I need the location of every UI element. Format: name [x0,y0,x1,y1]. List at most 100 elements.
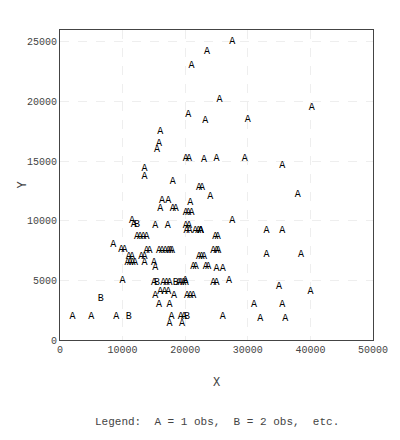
svg-text:A: A [178,311,184,322]
svg-text:10000: 10000 [108,345,138,356]
svg-text:A: A [185,207,191,218]
svg-text:A: A [264,225,270,236]
svg-text:A: A [171,290,177,301]
svg-text:A: A [183,225,189,236]
svg-text:B: B [173,277,179,288]
svg-text:A: A [184,290,190,301]
svg-text:A: A [186,153,192,164]
svg-text:A: A [198,225,204,236]
svg-text:A: A [127,257,133,268]
svg-text:A: A [215,245,221,256]
svg-text:A: A [170,176,176,187]
svg-text:A: A [70,311,76,322]
svg-text:A: A [210,245,216,256]
svg-text:A: A [196,251,202,262]
svg-text:A: A [165,220,171,231]
svg-text:A: A [157,286,163,297]
svg-text:A: A [159,195,165,206]
svg-text:A: A [188,207,194,218]
svg-text:A: A [229,36,235,47]
svg-text:A: A [198,225,204,236]
svg-text:A: A [156,299,162,310]
svg-text:50000: 50000 [358,345,388,356]
svg-text:A: A [245,114,251,125]
svg-text:A: A [152,290,158,301]
svg-text:A: A [198,251,204,262]
svg-text:A: A [181,311,187,322]
svg-text:A: A [276,281,282,292]
svg-text:A: A [126,251,132,262]
svg-text:A: A [143,231,149,242]
svg-text:A: A [295,189,301,200]
svg-text:Y: Y [16,181,30,188]
svg-text:A: A [169,245,175,256]
svg-text:A: A [130,257,136,268]
svg-text:A: A [152,220,158,231]
svg-text:A: A [125,257,131,268]
svg-text:A: A [183,220,189,231]
svg-text:A: A [199,182,205,193]
svg-text:A: A [168,311,174,322]
svg-text:A: A [220,311,226,322]
svg-text:A: A [220,263,226,274]
svg-text:A: A [205,261,211,272]
svg-text:A: A [187,197,193,208]
svg-text:A: A [183,153,189,164]
svg-text:A: A [129,251,135,262]
svg-text:A: A [229,215,235,226]
svg-text:A: A [120,275,126,286]
svg-text:A: A [195,225,201,236]
svg-text:A: A [167,318,173,329]
svg-text:A: A [131,219,137,230]
svg-text:20000: 20000 [170,345,200,356]
svg-text:A: A [138,251,144,262]
svg-text:A: A [202,115,208,126]
svg-text:A: A [178,277,184,288]
svg-text:20000: 20000 [27,97,57,108]
svg-text:A: A [167,245,173,256]
svg-text:A: A [242,153,248,164]
svg-text:A: A [134,231,140,242]
svg-text:X: X [213,376,220,390]
svg-text:A: A [151,257,157,268]
svg-text:B: B [126,311,132,322]
svg-text:A: A [173,203,179,214]
svg-text:A: A [156,245,162,256]
svg-text:A: A [176,277,182,288]
svg-text:A: A [190,261,196,272]
svg-text:A: A [251,299,257,310]
svg-text:A: A [142,251,148,262]
svg-text:A: A [113,311,119,322]
svg-text:30000: 30000 [233,345,263,356]
svg-text:A: A [151,277,157,288]
svg-text:B: B [184,311,190,322]
svg-text:A: A [282,313,288,324]
svg-text:B: B [134,219,140,230]
svg-text:A: A [159,245,165,256]
svg-text:A: A [157,203,163,214]
svg-text:A: A [132,257,138,268]
svg-text:A: A [183,207,189,218]
svg-text:A: A [204,46,210,57]
svg-text:A: A [137,231,143,242]
svg-text:Legend: A = 1 obs, B = 2 obs: Legend: A = 1 obs, B = 2 obs, etc. [95,416,339,428]
svg-text:A: A [186,220,192,231]
svg-text:A: A [180,277,186,288]
svg-text:A: A [163,277,169,288]
svg-text:A: A [190,290,196,301]
svg-text:A: A [215,231,221,242]
svg-text:A: A [157,126,163,137]
svg-text:0: 0 [51,336,57,347]
svg-text:A: A [179,318,185,329]
svg-text:A: A [162,286,168,297]
svg-text:A: A [142,257,148,268]
svg-text:A: A [110,239,116,250]
svg-text:A: A [167,299,173,310]
svg-text:A: A [182,275,188,286]
svg-text:A: A [170,203,176,214]
svg-text:10000: 10000 [27,216,57,227]
svg-text:A: A [279,299,285,310]
svg-text:A: A [213,153,219,164]
svg-text:0: 0 [57,345,63,356]
svg-text:A: A [142,163,148,174]
